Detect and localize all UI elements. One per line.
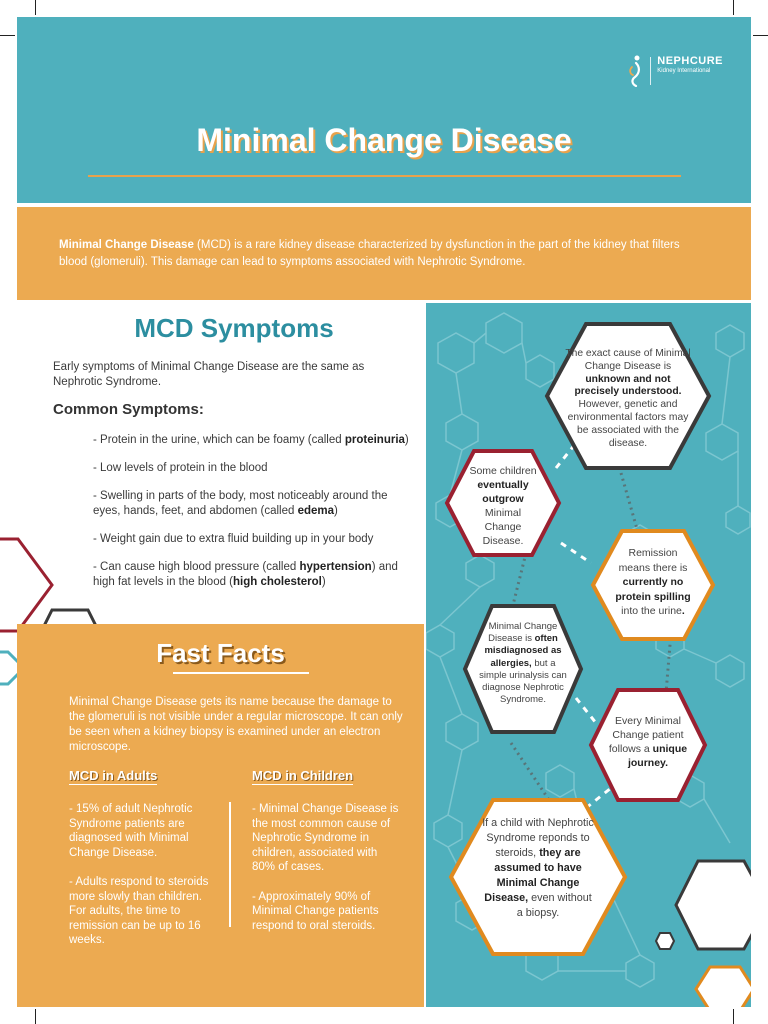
- crop-mark: [35, 0, 36, 15]
- hexagon-shape: [448, 798, 628, 956]
- title-underline: [88, 175, 681, 177]
- children-text: - Minimal Change Disease is the most com…: [252, 802, 402, 948]
- decorative-hexagon: [655, 932, 675, 950]
- figure-icon: [629, 55, 641, 87]
- hexagon-text: Some children eventually outgrow Minimal…: [469, 465, 537, 547]
- fast-facts-intro: Minimal Change Disease gets its name bec…: [69, 696, 403, 753]
- hexagon-text: Minimal Change Disease is often misdiagn…: [479, 621, 567, 706]
- list-item: - Weight gain due to extra fluid buildin…: [93, 533, 374, 545]
- decorative-hexagon: [674, 859, 751, 951]
- intro-text: (MCD) is a rare kidney disease character…: [59, 239, 680, 268]
- list-item: - Can cause high blood pressure (called …: [93, 561, 398, 588]
- symptoms-lead: Early symptoms of Minimal Change Disease…: [53, 361, 365, 388]
- hexagon-shape: [590, 529, 716, 641]
- symptom-list: - Protein in the urine, which can be foa…: [93, 433, 413, 603]
- decorative-hexagon: [0, 537, 54, 633]
- facts-hexagon-panel: The exact cause of Minimal Change Diseas…: [426, 303, 751, 1007]
- common-symptoms-heading: Common Symptoms:: [53, 401, 204, 418]
- page-title: Minimal Change Disease: [196, 122, 572, 158]
- fact-hexagon: If a child with Nephrotic Syndrome repon…: [448, 797, 628, 957]
- logo-divider: [650, 57, 652, 85]
- list-item: - Swelling in parts of the body, most no…: [93, 490, 388, 517]
- adults-fact: - 15% of adult Nephrotic Syndrome patien…: [69, 803, 193, 859]
- list-item: - Protein in the urine, which can be foa…: [93, 434, 409, 446]
- crop-mark: [35, 1009, 36, 1024]
- list-item: - Low levels of protein in the blood: [93, 462, 268, 474]
- children-fact: - Minimal Change Disease is the most com…: [252, 803, 399, 873]
- fast-facts-underline: [173, 672, 309, 674]
- fast-facts-panel: Fast Facts Minimal Change Disease gets i…: [17, 624, 424, 1007]
- hexagon-text: Every Minimal Change patient follows a u…: [608, 715, 688, 769]
- fact-hexagon: The exact cause of Minimal Change Diseas…: [544, 321, 712, 471]
- hexagon-shape: [544, 322, 712, 470]
- children-fact: - Approximately 90% of Minimal Change pa…: [252, 890, 379, 932]
- crop-mark: [753, 35, 768, 36]
- header-band: NEPHCURE Kidney International Minimal Ch…: [17, 17, 751, 203]
- adults-text: - 15% of adult Nephrotic Syndrome patien…: [69, 802, 217, 963]
- hexagon-shape: [588, 688, 708, 802]
- logo-subtitle: Kidney International: [657, 68, 711, 74]
- fact-hexagon: Minimal Change Disease is often misdiagn…: [462, 603, 584, 735]
- children-heading: MCD in Children: [252, 768, 354, 785]
- adults-fact: - Adults respond to steroids more slowly…: [69, 876, 209, 946]
- decorative-hexagon: [694, 965, 751, 1007]
- hexagon-text: If a child with Nephrotic Syndrome repon…: [482, 817, 594, 919]
- hexagon-text: The exact cause of Minimal Change Diseas…: [565, 348, 691, 449]
- fact-hexagon: Remission means there is currently no pr…: [590, 528, 716, 642]
- intro-paragraph: Minimal Change Disease (MCD) is a rare k…: [59, 237, 699, 271]
- adults-heading: MCD in Adults: [69, 768, 158, 785]
- hexagon-shape: [444, 449, 562, 557]
- symptoms-title: MCD Symptoms: [134, 313, 334, 343]
- logo-name: NEPHCURE: [657, 55, 723, 67]
- hexagon-shape: [462, 604, 584, 734]
- crop-mark: [733, 0, 734, 15]
- fast-facts-title: Fast Facts: [156, 638, 285, 668]
- fact-hexagon: Every Minimal Change patient follows a u…: [588, 687, 708, 803]
- column-divider: [229, 802, 231, 927]
- intro-band: Minimal Change Disease (MCD) is a rare k…: [17, 207, 751, 300]
- brand-logo: NEPHCURE Kidney International: [626, 55, 723, 87]
- crop-mark: [0, 35, 15, 36]
- crop-mark: [733, 1009, 734, 1024]
- intro-bold-lead: Minimal Change Disease: [59, 239, 194, 251]
- hexagon-text: Remission means there is currently no pr…: [615, 547, 691, 617]
- fact-hexagon: Some children eventually outgrow Minimal…: [444, 448, 562, 558]
